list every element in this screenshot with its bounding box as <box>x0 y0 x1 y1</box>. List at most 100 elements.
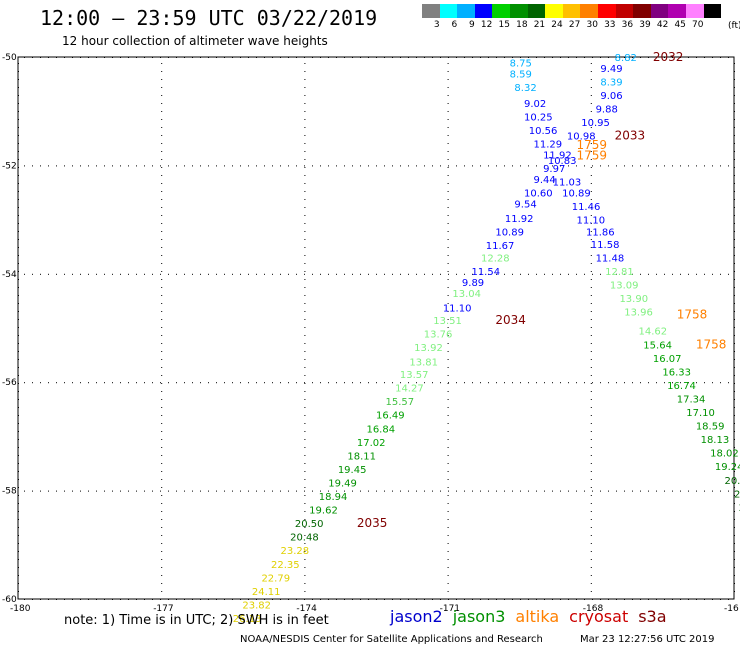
grid-dot <box>304 127 306 128</box>
grid-dot <box>447 479 449 480</box>
grid-dot <box>18 199 19 200</box>
grid-dot <box>72 382 73 384</box>
legend-label: 24 <box>551 20 563 30</box>
grid-dot <box>488 57 489 58</box>
grid-dot <box>590 311 592 312</box>
grid-dot <box>384 599 385 600</box>
grid-dot <box>592 57 593 58</box>
wave-height-label: 9.49 <box>600 64 622 75</box>
grid-dot <box>672 490 673 492</box>
grid-dot <box>584 382 585 384</box>
grid-dot <box>734 151 735 152</box>
grid-dot <box>590 399 592 400</box>
grid-dot <box>161 295 163 296</box>
grid-dot <box>32 382 33 384</box>
grid-dot <box>447 271 449 272</box>
grid-dot <box>304 311 306 312</box>
observation-labels: 8.82 2032 9.49 8.39 9.06 9.88 10.95 10.98 2033 17… <box>233 50 740 625</box>
grid-dot <box>590 79 592 80</box>
grid-dot <box>18 223 19 224</box>
grid-dot <box>80 382 81 384</box>
grid-dot <box>448 382 449 384</box>
grid-dot <box>18 351 19 352</box>
grid-dot <box>720 382 721 384</box>
grid-dot <box>144 273 145 275</box>
grid-dot <box>584 273 585 275</box>
grid-dot <box>447 127 449 128</box>
grid-dot <box>96 273 97 275</box>
grid-dot <box>590 463 592 464</box>
wave-height-label: 19.49 <box>328 478 357 489</box>
grid-dot <box>392 490 393 492</box>
grid-dot <box>424 599 425 600</box>
wave-height-label: 20.53 <box>724 476 740 487</box>
grid-dot <box>590 143 592 144</box>
grid-dot <box>152 57 153 58</box>
grid-dot <box>648 599 649 600</box>
grid-dot <box>184 382 185 384</box>
wave-height-label: 11.92 <box>505 214 534 225</box>
grid-dot <box>616 273 617 275</box>
grid-dot <box>18 567 19 568</box>
grid-dot <box>208 490 209 492</box>
grid-dot <box>592 490 593 492</box>
grid-dot <box>18 519 19 520</box>
grid-dot <box>734 87 735 88</box>
grid-dot <box>472 273 473 275</box>
grid-dot <box>648 57 649 58</box>
legend-unit: (ft) <box>728 21 740 31</box>
grid-dot <box>447 527 449 528</box>
grid-dot <box>632 57 633 58</box>
grid-dot <box>296 57 297 58</box>
grid-dot <box>18 471 19 472</box>
grid-dot <box>264 57 265 58</box>
grid-dot <box>496 273 497 275</box>
grid-dot <box>280 382 281 384</box>
grid-dot <box>384 57 385 58</box>
grid-dot <box>456 599 457 600</box>
grid-dot <box>680 165 681 167</box>
wave-height-label: 8.39 <box>600 77 622 88</box>
grid-dot <box>272 165 273 167</box>
grid-dot <box>352 490 353 492</box>
grid-dot <box>64 57 65 58</box>
grid-dot <box>304 87 306 88</box>
grid-dot <box>447 455 449 456</box>
grid-dot <box>504 382 505 384</box>
wave-height-label: 10.95 <box>581 118 610 129</box>
grid-dot <box>590 271 592 272</box>
grid-dot <box>96 382 97 384</box>
grid-dot <box>161 327 163 328</box>
grid-dot <box>72 165 73 167</box>
grid-dot <box>560 490 561 492</box>
legend-label-row: 3 6 9 12 15 18 21 24 27 30 33 36 39 42 45 70 <box>422 20 721 30</box>
grid-dot <box>161 367 163 368</box>
grid-dot <box>590 63 592 64</box>
grid-dot <box>24 599 25 600</box>
grid-dot <box>336 273 337 275</box>
grid-dot <box>704 273 705 275</box>
grid-dot <box>447 319 449 320</box>
grid-dot <box>64 599 65 600</box>
grid-dot <box>488 382 489 384</box>
grid-dot <box>161 591 163 592</box>
grid-dot <box>590 167 592 168</box>
grid-dot <box>664 490 665 492</box>
legend-swatch <box>668 4 686 18</box>
wave-height-label: 16.49 <box>376 411 405 422</box>
grid-dot <box>447 487 449 488</box>
grid-dot <box>224 490 225 492</box>
grid-dot <box>224 57 225 58</box>
grid-dot <box>447 399 449 400</box>
grid-dot <box>704 57 705 58</box>
grid-dot <box>656 273 657 275</box>
wave-height-label: 16.07 <box>653 354 682 365</box>
grid-dot <box>440 57 441 58</box>
grid-dot <box>360 382 361 384</box>
grid-dot <box>416 490 417 492</box>
grid-dot <box>568 490 569 492</box>
grid-dot <box>568 165 569 167</box>
grid-dot <box>128 165 129 167</box>
grid-dot <box>512 57 513 58</box>
